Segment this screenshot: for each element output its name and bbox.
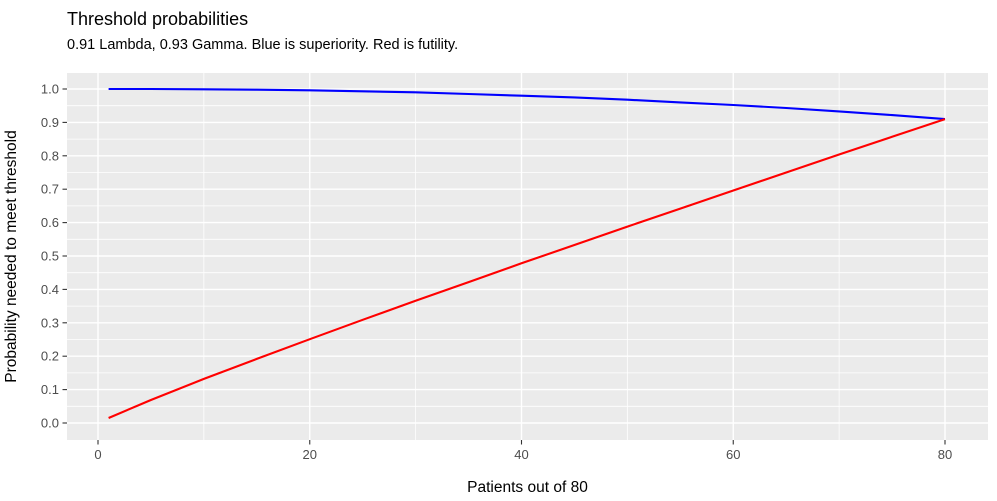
futility-line — [108, 118, 946, 419]
y-tick-label: 0.4 — [41, 282, 59, 297]
superiority-line — [108, 87, 946, 121]
x-tick-label: 20 — [303, 447, 317, 462]
chart-subtitle: 0.91 Lambda, 0.93 Gamma. Blue is superio… — [67, 37, 459, 53]
y-tick-label: 0.5 — [41, 249, 59, 264]
y-tick-label: 0.8 — [41, 148, 59, 163]
y-tick-label: 1.0 — [41, 82, 59, 97]
chart-canvas: 0.0 0.1 0.2 0.3 0.4 0.5 0.6 0.7 0.8 0.9 1.0 0 20 40 60… — [3, 73, 988, 496]
y-axis-title: Probability needed to meet threshold — [3, 130, 20, 382]
y-tick-label: 0.2 — [41, 349, 59, 364]
x-tick-label: 0 — [94, 447, 101, 462]
y-tick-label: 0.7 — [41, 182, 59, 197]
chart-title: Threshold probabilities — [67, 9, 249, 29]
y-tick-label: 0.0 — [41, 416, 59, 431]
y-tick-label: 0.3 — [41, 315, 59, 330]
y-tick-label: 0.9 — [41, 115, 59, 130]
y-tick-label: 0.6 — [41, 215, 59, 230]
x-tick-label: 60 — [726, 447, 740, 462]
x-axis-title: Patients out of 80 — [467, 479, 588, 496]
y-tick-label: 0.1 — [41, 382, 59, 397]
x-tick-label: 40 — [514, 447, 528, 462]
x-tick-label: 80 — [938, 447, 952, 462]
